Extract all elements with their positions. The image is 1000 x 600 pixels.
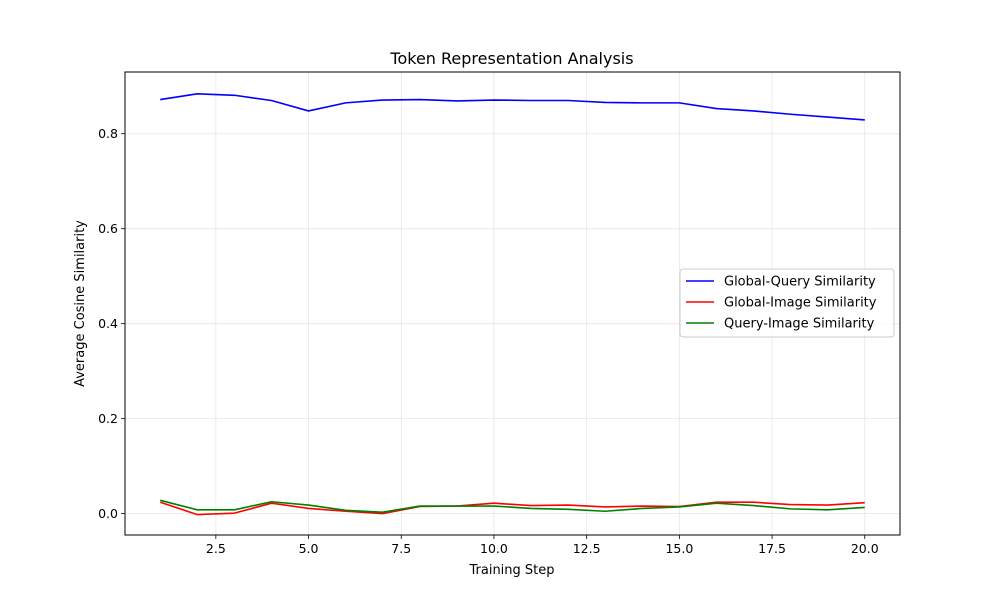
x-tick-label: 2.5 <box>206 541 226 556</box>
x-tick-label: 17.5 <box>758 541 786 556</box>
x-tick-label: 20.0 <box>851 541 879 556</box>
legend-box <box>679 268 895 338</box>
x-tick-label: 5.0 <box>299 541 319 556</box>
x-axis-label: Training Step <box>468 563 554 578</box>
legend-label-2: Query-Image Similarity <box>724 317 875 332</box>
series-line-1 <box>159 501 865 516</box>
y-tick-label: 0.6 <box>98 221 118 236</box>
x-tick-label: 7.5 <box>391 541 411 556</box>
legend: Global-Query Similarity Global-Image Simi… <box>679 268 895 338</box>
plot-frame <box>124 71 901 536</box>
x-tick-label: 12.5 <box>573 541 601 556</box>
legend-label-0: Global-Query Similarity <box>724 275 876 290</box>
x-tick-label: 15.0 <box>665 541 693 556</box>
x-tick-label: 10.0 <box>480 541 508 556</box>
chart-title: Token Representation Analysis <box>389 49 633 68</box>
y-tick-label: 0.8 <box>98 126 118 141</box>
series-lines <box>159 93 865 516</box>
series-line-2 <box>160 499 865 514</box>
y-axis-label: Average Cosine Similarity <box>73 220 88 387</box>
y-tick-label: 0.0 <box>98 506 118 521</box>
y-tick-label: 0.2 <box>98 411 118 426</box>
y-tick-label: 0.4 <box>98 316 118 331</box>
legend-label-1: Global-Image Similarity <box>724 296 877 311</box>
axis-ticks: 2.5 5.0 7.5 10.0 12.5 15.0 17.5 20.0 0.0 0.2 0.4 0.… <box>98 126 879 556</box>
series-line-0 <box>160 93 865 121</box>
